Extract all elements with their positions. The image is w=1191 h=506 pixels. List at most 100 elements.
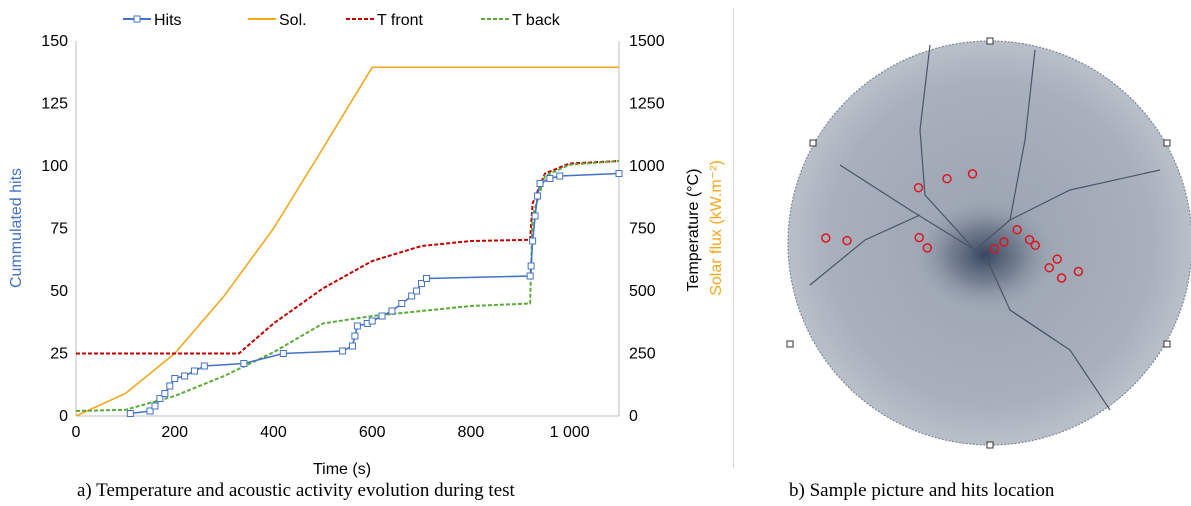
hit-location-marker: [1073, 266, 1084, 277]
hits-point: [240, 360, 248, 367]
y-left-tick-label: 150: [41, 33, 68, 50]
hits-point: [156, 395, 164, 402]
hits-point: [536, 180, 544, 187]
plot-axes: [75, 41, 620, 417]
hit-location-marker: [1024, 234, 1035, 245]
y-right-tick-label: 1500: [629, 33, 665, 50]
hit-location-marker: [914, 232, 924, 243]
sample-photo: [786, 37, 1191, 449]
hits-point: [171, 375, 179, 382]
hits-point: [408, 292, 416, 300]
x-tick-label: 200: [161, 424, 188, 441]
x-tick-label: 1 000: [550, 424, 590, 441]
legend-label-tback: T back: [512, 12, 561, 29]
selection-handle: [986, 441, 994, 449]
hits-point: [546, 175, 554, 182]
y-left-tick-label: 100: [41, 158, 68, 175]
legend: Hits Sol. T front T back: [123, 12, 561, 29]
hit-location-marker: [1030, 240, 1041, 251]
y-right-axis-label-solar: Solar flux (kW.m⁻²): [708, 160, 725, 296]
y-right-tick-label: 250: [629, 346, 656, 363]
x-tick-label: 800: [458, 424, 485, 441]
hit-location-marker: [842, 235, 852, 246]
hits-point: [527, 262, 535, 270]
hits-point: [615, 170, 623, 177]
y-left-tick-label: 25: [50, 346, 68, 363]
selection-handle: [809, 139, 817, 147]
y-left-tick-labels: 0 25 50 75 100 125 150: [41, 33, 68, 425]
hit-location-marker: [1044, 262, 1054, 273]
hits-point: [200, 362, 208, 370]
hits-point: [126, 410, 134, 417]
hits-point: [422, 275, 430, 282]
hit-location-marker: [1052, 254, 1062, 264]
series-line-t-front: [76, 160, 620, 355]
hit-location-markers: [821, 169, 1084, 283]
y-right-tick-label: 500: [629, 283, 656, 300]
legend-label-sol: Sol.: [279, 12, 307, 29]
y-left-tick-label: 50: [50, 283, 68, 300]
hits-point: [166, 382, 174, 390]
selection-handles: [786, 37, 1171, 449]
hits-point: [351, 332, 359, 340]
series-line-sol: [75, 66, 619, 417]
hits-point: [151, 402, 159, 410]
hits-point: [368, 317, 376, 325]
y-left-tick-label: 125: [41, 96, 68, 113]
y-right-tick-labels: 0 250 500 750 1000 1250 1500: [629, 33, 665, 425]
hits-point: [388, 307, 396, 315]
hits-point: [531, 212, 539, 220]
hits-point: [279, 350, 287, 357]
legend-label-tfront: T front: [377, 12, 424, 29]
selection-handle: [786, 340, 794, 348]
selection-handle: [986, 37, 994, 45]
y-right-tick-label: 0: [629, 408, 638, 425]
caption-b: b) Sample picture and hits location: [789, 480, 1055, 501]
x-tick-label: 400: [260, 424, 287, 441]
selection-handle: [1163, 139, 1171, 147]
hit-location-marker: [967, 169, 978, 179]
hit-location-marker: [989, 244, 1000, 254]
divider: [733, 8, 734, 468]
hit-location-marker: [942, 173, 952, 184]
hits-point: [534, 192, 542, 200]
hit-location-marker: [922, 243, 933, 253]
series-line-hits: [130, 172, 620, 415]
hit-location-marker: [999, 237, 1009, 247]
cracks: [809, 44, 1161, 411]
legend-marker-hits: [133, 15, 141, 23]
y-right-tick-label: 750: [629, 221, 656, 238]
hits-point: [418, 280, 426, 287]
hits-point: [348, 342, 356, 350]
hits-point: [146, 407, 154, 415]
selection-handle: [1163, 340, 1171, 348]
chart-a: 0 200 400 600 800 1 000 0 25 50 75 100 125 150 0 250…: [8, 12, 725, 478]
hit-location-marker: [821, 233, 831, 243]
hits-point: [378, 312, 386, 320]
hits-point: [413, 287, 421, 295]
y-right-tick-label: 1000: [629, 158, 665, 175]
hits-point: [190, 367, 198, 375]
series-layer: [75, 66, 623, 417]
hits-point: [529, 237, 537, 245]
x-axis-label: Time (s): [313, 461, 371, 478]
x-tick-label: 600: [359, 424, 386, 441]
hits-point: [181, 372, 189, 380]
y-right-axis-label-temperature: Temperature (°C): [685, 169, 702, 292]
hits-point: [556, 172, 564, 180]
hits-point: [398, 300, 406, 307]
x-tick-labels: 0 200 400 600 800 1 000: [72, 424, 590, 441]
hits-point: [353, 322, 361, 330]
x-tick-label: 0: [72, 424, 81, 441]
y-left-tick-label: 0: [59, 408, 68, 425]
hits-point: [161, 390, 169, 397]
hits-point: [526, 272, 534, 280]
caption-a: a) Temperature and acoustic activity evo…: [77, 480, 515, 501]
legend-label-hits: Hits: [154, 12, 182, 29]
y-left-axis-label: Cummulated hits: [8, 168, 25, 288]
y-left-tick-label: 75: [50, 221, 68, 238]
hit-location-marker: [913, 182, 924, 193]
hit-location-marker: [1012, 225, 1022, 235]
hits-point: [339, 347, 347, 355]
hit-location-marker: [1056, 273, 1067, 283]
